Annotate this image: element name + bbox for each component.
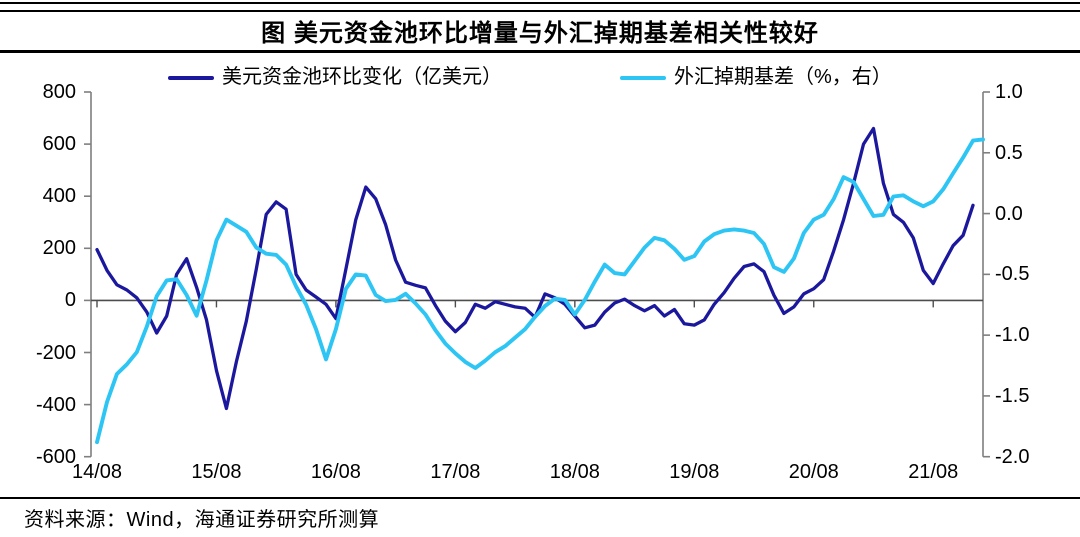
series-line-0 [95,126,975,411]
legend-swatch-cyan [620,76,666,80]
series-line-1 [95,137,985,445]
legend-label-fx-swap-basis: 外汇掉期基差（%，右） [674,66,892,88]
right-axis-tick--1.5: -1.5 [995,384,1030,407]
left-axis-tick-0: 0 [64,289,76,312]
top-double-rule [0,2,1080,12]
right-axis-tick-0.5: 0.5 [995,141,1023,164]
source-note: 资料来源：Wind，海通证券研究所测算 [24,509,380,531]
left-axis-tick-200: 200 [42,237,76,260]
legend-swatch-navy [168,76,214,80]
legend-label-usd-pool: 美元资金池环比变化（亿美元） [222,66,502,88]
left-axis-tick-800: 800 [42,81,76,103]
x-axis-tick-15-08: 15/08 [191,461,242,483]
right-axis-tick--1.0: -1.0 [995,324,1030,347]
right-axis-tick--2.0: -2.0 [995,445,1030,468]
right-axis-tick--0.5: -0.5 [995,263,1030,286]
right-axis-tick-0.0: 0.0 [995,202,1023,225]
left-axis-tick--400: -400 [35,393,76,416]
left-axis-tick-400: 400 [42,185,76,208]
left-axis-tick-600: 600 [42,133,76,156]
right-axis-tick-1.0: 1.0 [995,81,1023,103]
x-axis-tick-16-08: 16/08 [310,461,361,483]
footer-rule [0,497,1080,499]
left-axis-tick--200: -200 [35,341,76,364]
x-axis-tick-18-08: 18/08 [549,461,600,483]
left-axis-tick--600: -600 [35,445,76,468]
x-axis-tick-21-08: 21/08 [908,461,959,483]
x-axis-tick-19-08: 19/08 [669,461,720,483]
x-axis-tick-17-08: 17/08 [430,461,481,483]
x-axis-tick-20-08: 20/08 [788,461,839,483]
x-axis-tick-14-08: 14/08 [71,461,123,483]
title-divider-rule [0,50,1080,53]
chart-title: 图 美元资金池环比增量与外汇掉期基差相关性较好 [261,20,819,47]
